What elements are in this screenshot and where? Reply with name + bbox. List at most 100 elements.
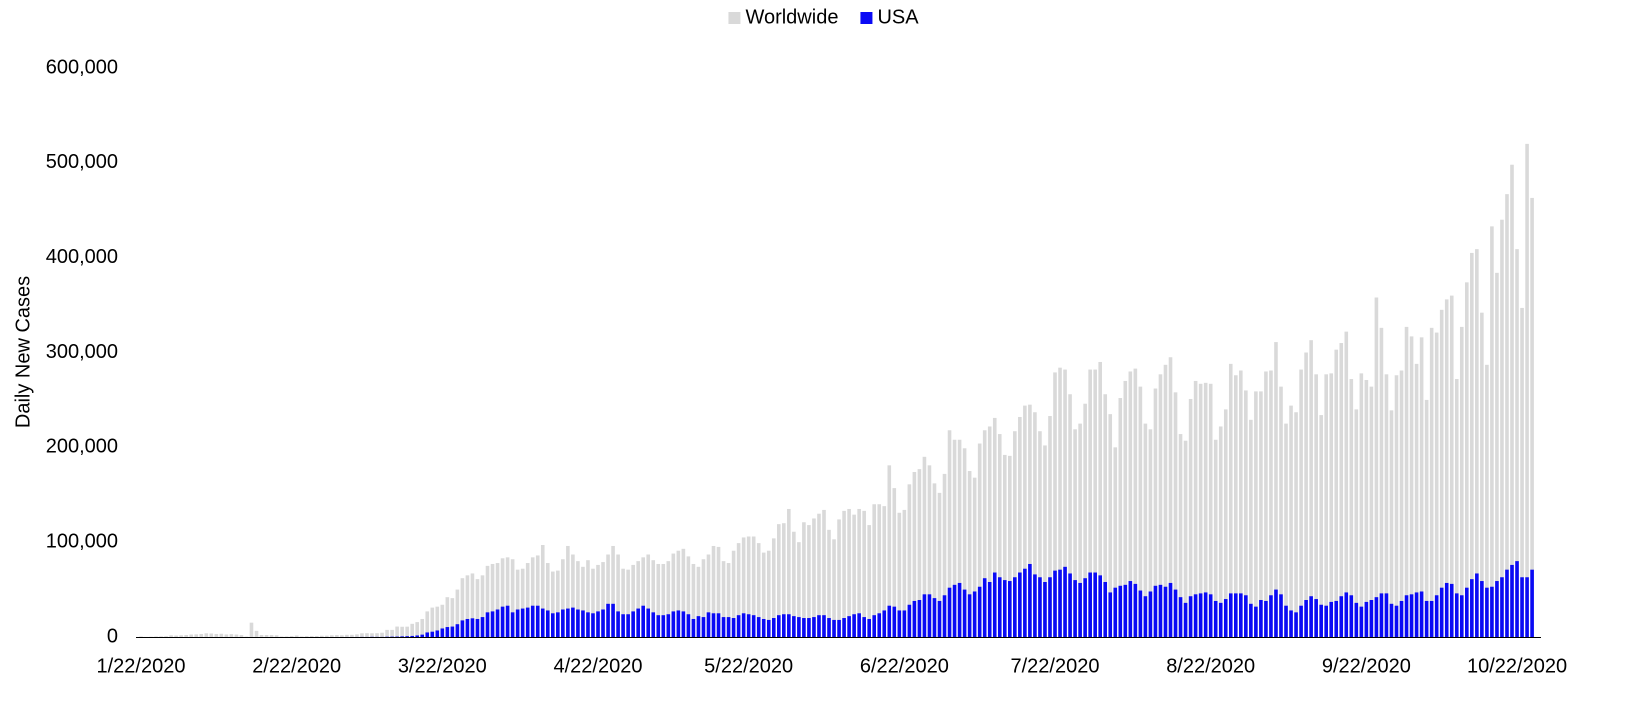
bar	[571, 554, 575, 637]
bar	[530, 605, 535, 637]
bar	[1113, 447, 1118, 637]
bar	[425, 611, 430, 637]
bar	[972, 591, 977, 637]
bar	[782, 614, 786, 637]
bar	[817, 513, 821, 637]
bar	[701, 617, 706, 637]
bar	[495, 563, 500, 637]
bar	[1264, 371, 1268, 637]
bar	[1138, 386, 1143, 637]
bar	[1138, 590, 1143, 637]
bar	[776, 615, 781, 637]
bar	[1439, 587, 1444, 637]
bar	[1379, 327, 1384, 637]
bar	[234, 634, 239, 637]
bar	[817, 615, 821, 637]
bar	[184, 635, 188, 637]
bar	[706, 612, 711, 637]
bar	[309, 636, 314, 637]
bar	[1480, 312, 1484, 637]
bar	[1424, 600, 1429, 637]
bar	[1314, 374, 1318, 637]
bar	[540, 545, 545, 637]
bar	[455, 624, 460, 637]
y-tick-label: 0	[107, 625, 118, 647]
bar	[1264, 600, 1268, 637]
bar	[1008, 455, 1012, 637]
bar	[1098, 361, 1103, 637]
bar	[671, 611, 676, 637]
bar	[1354, 409, 1359, 637]
bar	[907, 604, 912, 637]
bar	[1314, 599, 1318, 637]
bar	[475, 618, 480, 637]
bar	[535, 555, 540, 637]
bar	[852, 614, 856, 637]
bar	[380, 632, 384, 637]
bar	[957, 582, 962, 637]
bar	[912, 600, 917, 637]
bar	[460, 620, 465, 637]
bar	[601, 609, 605, 637]
bar	[1409, 336, 1414, 637]
bar	[1123, 380, 1128, 637]
bar	[480, 617, 485, 637]
bar	[1470, 252, 1474, 638]
bar	[761, 618, 766, 637]
bar	[887, 465, 892, 637]
bar	[711, 613, 716, 637]
bar	[400, 636, 404, 637]
bar	[636, 561, 640, 637]
bar	[902, 610, 907, 637]
bar	[1093, 369, 1097, 637]
bar	[586, 612, 590, 637]
bar	[1063, 369, 1067, 637]
bar	[1274, 342, 1278, 637]
bar	[335, 635, 339, 637]
bar	[576, 561, 580, 637]
bar	[1510, 564, 1514, 637]
bar	[1500, 577, 1504, 637]
y-tick-label: 500,000	[46, 151, 118, 173]
bar	[525, 563, 530, 637]
bar	[520, 608, 525, 637]
bar	[646, 554, 651, 637]
bar	[721, 561, 726, 637]
bar	[982, 430, 987, 637]
bar	[636, 608, 640, 637]
bar	[556, 612, 560, 637]
bar	[1329, 373, 1334, 637]
bar	[766, 550, 771, 637]
bar	[731, 618, 736, 637]
bar	[721, 617, 726, 637]
bar	[1193, 594, 1198, 637]
bar	[1334, 349, 1339, 637]
bar	[661, 563, 666, 637]
bar	[1203, 382, 1208, 637]
x-tick-label: 1/22/2020	[97, 655, 186, 677]
bar	[1048, 577, 1052, 637]
bar	[666, 614, 671, 637]
bar	[1490, 226, 1494, 637]
bar	[897, 610, 902, 637]
bar	[465, 618, 470, 637]
bar	[997, 577, 1002, 637]
bar	[551, 613, 555, 637]
bar	[1163, 364, 1168, 637]
bar	[515, 569, 520, 637]
bar	[1098, 575, 1103, 637]
bar	[1279, 386, 1283, 637]
bar	[515, 609, 520, 637]
bar	[686, 556, 691, 637]
y-tick-label: 100,000	[46, 530, 118, 552]
bar	[842, 510, 846, 637]
bar	[1239, 370, 1243, 637]
bar	[500, 558, 505, 637]
bar	[1233, 593, 1238, 637]
bar	[470, 573, 475, 637]
bar	[596, 564, 600, 637]
bar	[294, 635, 299, 637]
bar	[1520, 577, 1524, 637]
bar	[1128, 581, 1133, 637]
bar	[1384, 374, 1389, 637]
